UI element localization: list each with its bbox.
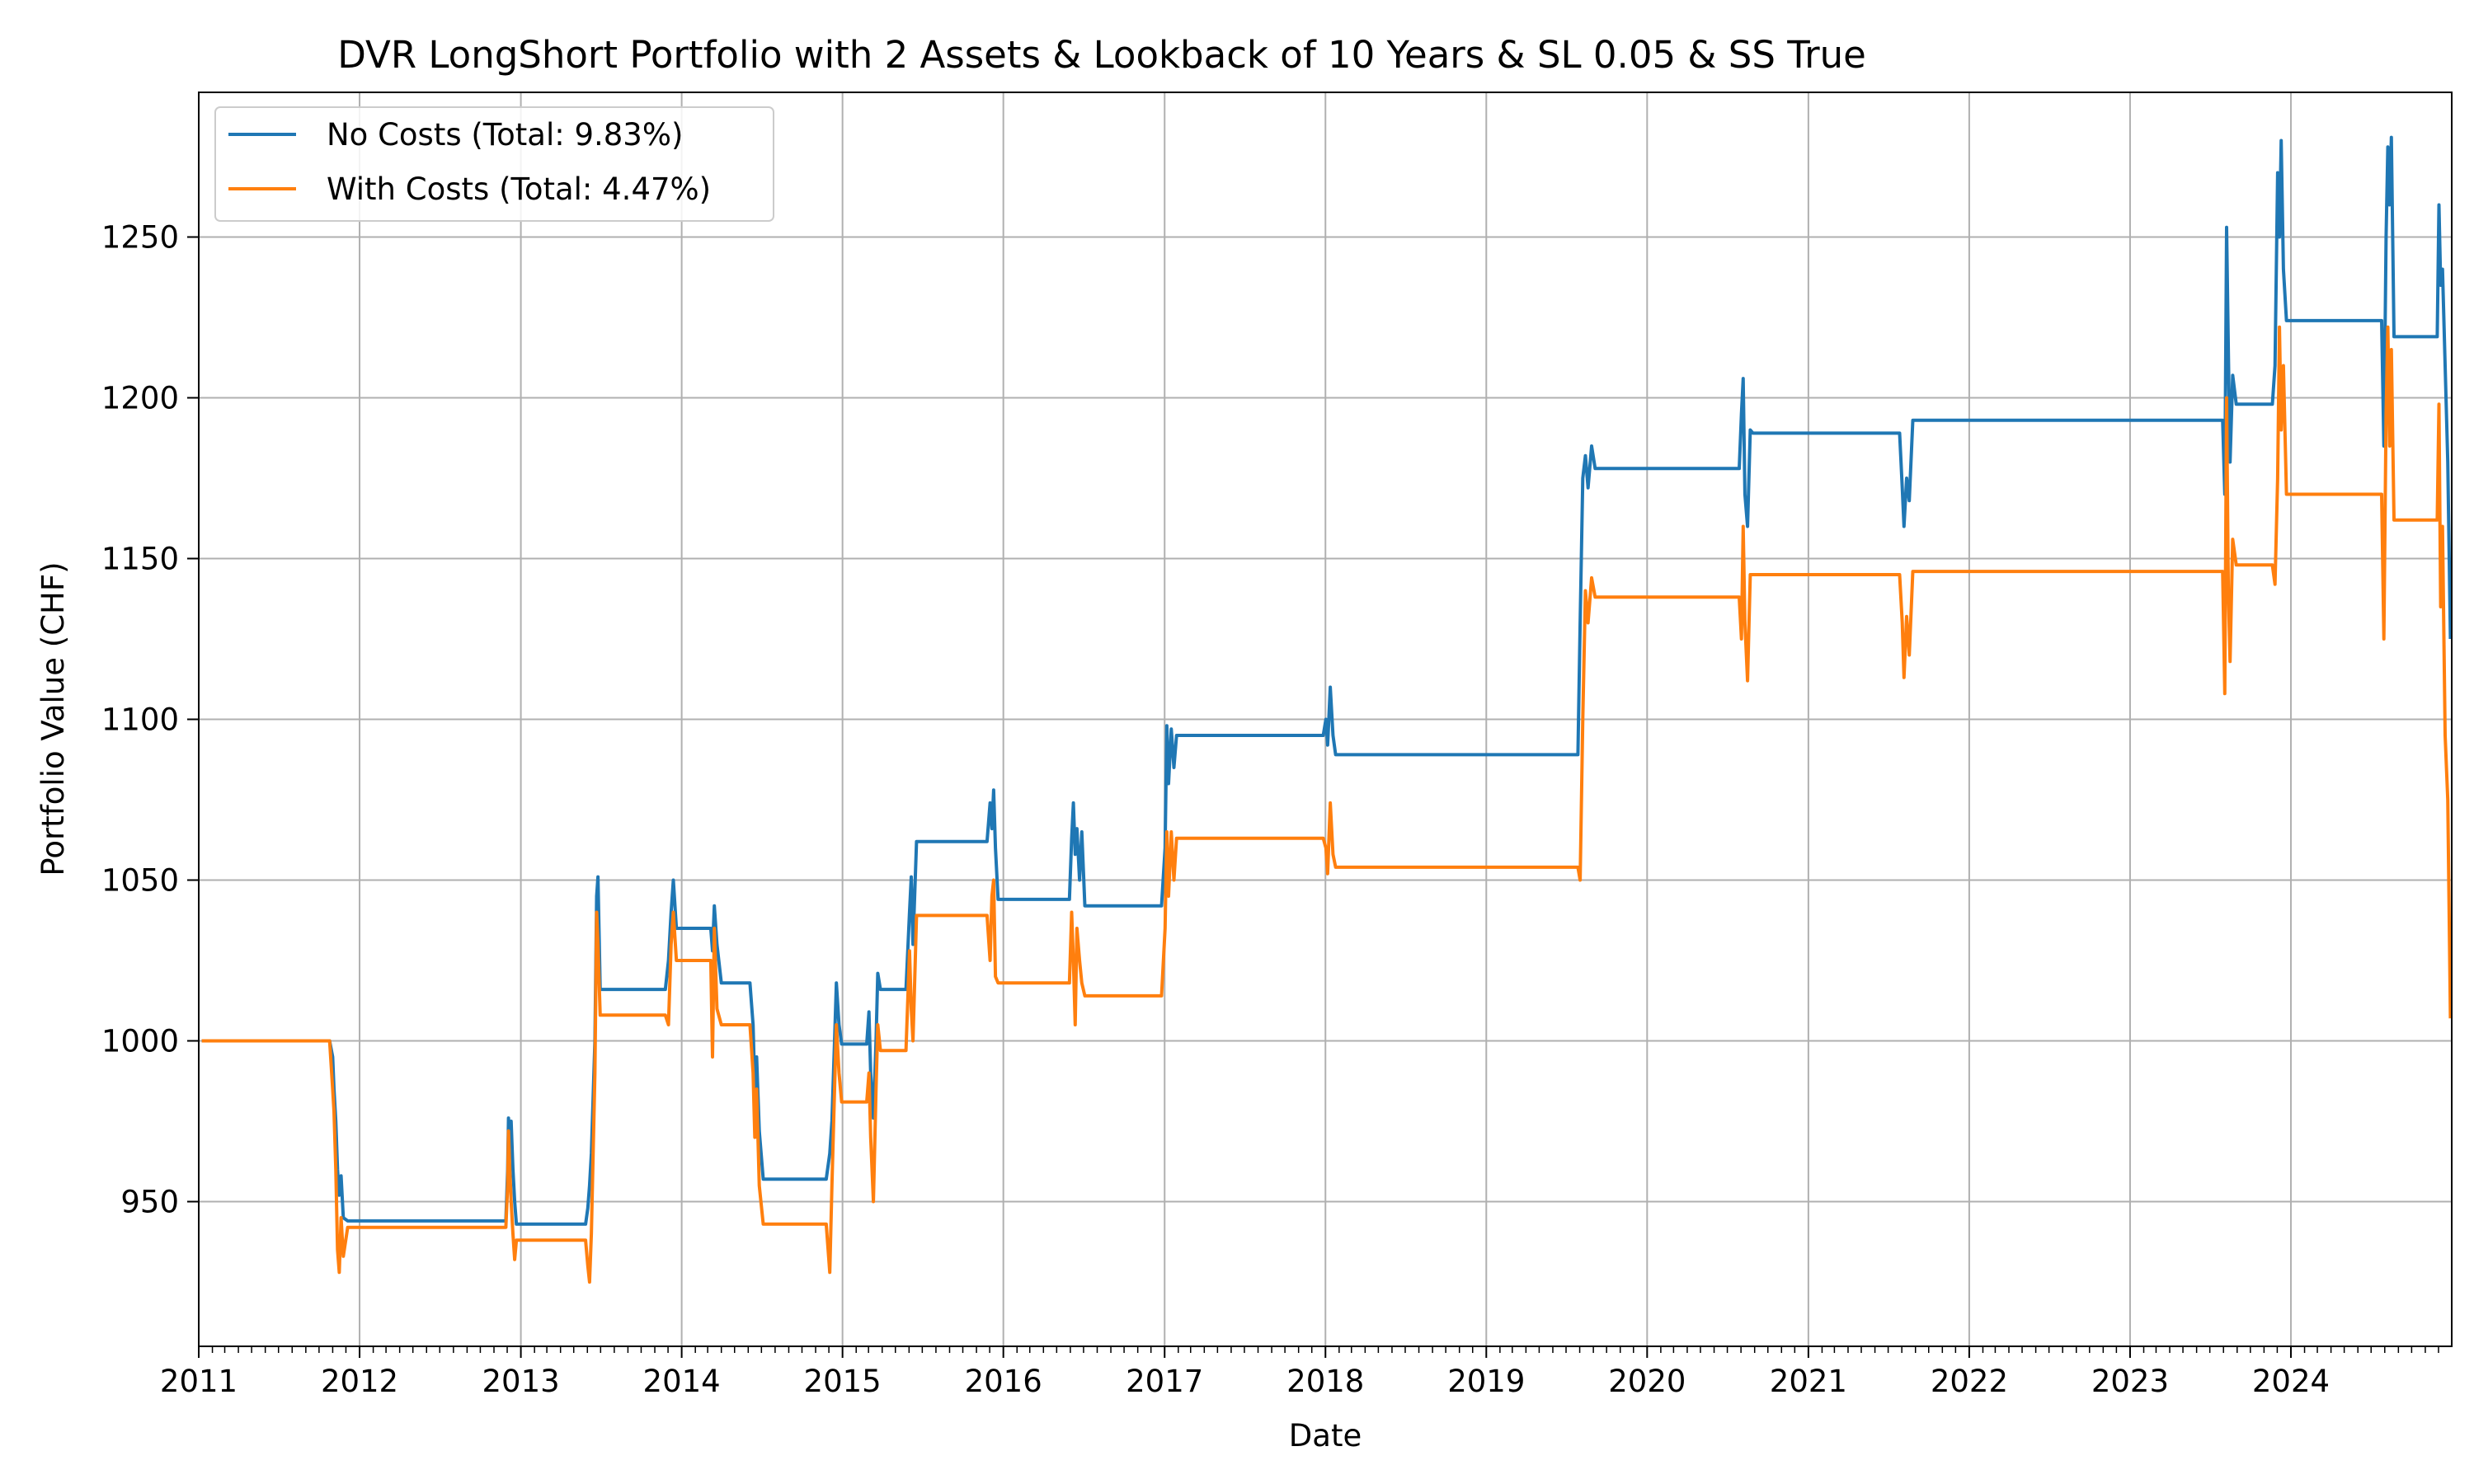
y-tick-label: 1100	[101, 702, 179, 738]
x-tick-label: 2019	[1447, 1364, 1525, 1399]
x-tick-label: 2012	[321, 1364, 398, 1399]
plot-area	[201, 135, 2453, 1284]
x-tick-label: 2020	[1608, 1364, 1686, 1399]
x-tick-label: 2024	[2252, 1364, 2330, 1399]
x-tick-label: 2011	[160, 1364, 238, 1399]
legend-entry-label: No Costs (Total: 9.83%)	[327, 117, 683, 153]
legend-box	[214, 106, 774, 222]
legend: No Costs (Total: 9.83%) With Costs (Total…	[214, 106, 774, 222]
x-tick-label: 2013	[482, 1364, 560, 1399]
x-tick-label: 2017	[1126, 1364, 1203, 1399]
legend-entry-label: With Costs (Total: 4.47%)	[327, 171, 711, 207]
y-tick-label: 1150	[101, 542, 179, 577]
y-tick-label: 1250	[101, 220, 179, 256]
axis-ticks: 2011 2012 2013 2014 2015 2016 2017 2018 2019 2020…	[101, 220, 2439, 1399]
chart-title: DVR LongShort Portfolio with 2 Assets & …	[337, 33, 1866, 77]
series-line-2	[201, 325, 2453, 1284]
y-axis-label: Portfolio Value (CHF)	[35, 561, 71, 876]
y-tick-label: 1000	[101, 1024, 179, 1059]
y-tick-label: 1200	[101, 381, 179, 416]
x-tick-label: 2016	[965, 1364, 1042, 1399]
x-tick-label: 2021	[1770, 1364, 1847, 1399]
x-tick-label: 2015	[804, 1364, 882, 1399]
x-axis-label: Date	[1289, 1418, 1362, 1453]
y-tick-label: 950	[120, 1185, 179, 1220]
x-tick-label: 2014	[643, 1364, 721, 1399]
y-tick-label: 1050	[101, 863, 179, 899]
x-tick-label: 2022	[1931, 1364, 2008, 1399]
x-tick-label: 2023	[2091, 1364, 2169, 1399]
x-tick-label: 2018	[1286, 1364, 1364, 1399]
